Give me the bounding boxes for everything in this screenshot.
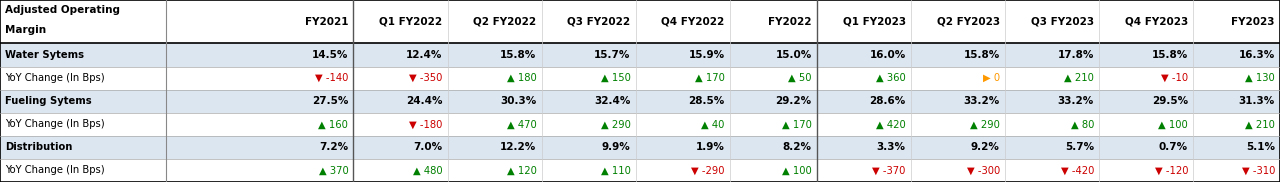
Text: ▲ 100: ▲ 100 — [1158, 119, 1188, 129]
Text: Q4 FY2022: Q4 FY2022 — [662, 17, 724, 27]
Text: 15.9%: 15.9% — [689, 50, 724, 60]
Text: FY2023: FY2023 — [1231, 17, 1275, 27]
Bar — [0, 67, 1280, 90]
Bar — [0, 136, 1280, 159]
Bar — [0, 0, 1280, 43]
Text: 5.7%: 5.7% — [1065, 142, 1094, 152]
Text: Water Sytems: Water Sytems — [5, 50, 84, 60]
Text: 30.3%: 30.3% — [500, 96, 536, 106]
Text: ▲ 210: ▲ 210 — [1245, 119, 1275, 129]
Text: 8.2%: 8.2% — [782, 142, 812, 152]
Text: ▼ -10: ▼ -10 — [1161, 73, 1188, 83]
Text: 17.8%: 17.8% — [1057, 50, 1094, 60]
Text: ▲ 290: ▲ 290 — [970, 119, 1000, 129]
Text: ▼ -120: ▼ -120 — [1155, 165, 1188, 175]
Text: YoY Change (In Bps): YoY Change (In Bps) — [5, 73, 105, 83]
Text: Margin: Margin — [5, 25, 46, 35]
Text: ▲ 110: ▲ 110 — [600, 165, 631, 175]
Text: ▲ 80: ▲ 80 — [1070, 119, 1094, 129]
Text: 33.2%: 33.2% — [964, 96, 1000, 106]
Text: 31.3%: 31.3% — [1239, 96, 1275, 106]
Text: 12.4%: 12.4% — [406, 50, 443, 60]
Text: ▼ -180: ▼ -180 — [410, 119, 443, 129]
Text: ▼ -370: ▼ -370 — [872, 165, 906, 175]
Text: 15.0%: 15.0% — [776, 50, 812, 60]
Text: ▲ 120: ▲ 120 — [507, 165, 536, 175]
Text: 14.5%: 14.5% — [312, 50, 348, 60]
Text: 33.2%: 33.2% — [1057, 96, 1094, 106]
Text: Adjusted Operating: Adjusted Operating — [5, 5, 120, 15]
Text: ▲ 480: ▲ 480 — [412, 165, 443, 175]
Text: ▼ -310: ▼ -310 — [1242, 165, 1275, 175]
Text: Distribution: Distribution — [5, 142, 73, 152]
Text: ▼ -350: ▼ -350 — [410, 73, 443, 83]
Text: 9.9%: 9.9% — [602, 142, 631, 152]
Text: 27.5%: 27.5% — [312, 96, 348, 106]
Text: ▲ 470: ▲ 470 — [507, 119, 536, 129]
Text: ▶ 0: ▶ 0 — [983, 73, 1000, 83]
Text: 7.2%: 7.2% — [319, 142, 348, 152]
Text: Q1 FY2023: Q1 FY2023 — [842, 17, 906, 27]
Text: Q3 FY2023: Q3 FY2023 — [1030, 17, 1094, 27]
Text: ▼ -140: ▼ -140 — [315, 73, 348, 83]
Text: Q2 FY2022: Q2 FY2022 — [474, 17, 536, 27]
Text: 15.8%: 15.8% — [500, 50, 536, 60]
Text: Q1 FY2022: Q1 FY2022 — [379, 17, 443, 27]
Text: FY2021: FY2021 — [305, 17, 348, 27]
Text: 28.6%: 28.6% — [869, 96, 906, 106]
Text: YoY Change (In Bps): YoY Change (In Bps) — [5, 119, 105, 129]
Text: ▲ 100: ▲ 100 — [782, 165, 812, 175]
Text: 0.7%: 0.7% — [1158, 142, 1188, 152]
Text: ▼ -290: ▼ -290 — [691, 165, 724, 175]
Text: 29.2%: 29.2% — [776, 96, 812, 106]
Text: 12.2%: 12.2% — [500, 142, 536, 152]
Text: ▲ 420: ▲ 420 — [876, 119, 906, 129]
Text: ▲ 170: ▲ 170 — [782, 119, 812, 129]
Text: Q4 FY2023: Q4 FY2023 — [1125, 17, 1188, 27]
Text: 7.0%: 7.0% — [413, 142, 443, 152]
Text: FY2022: FY2022 — [768, 17, 812, 27]
Text: ▲ 40: ▲ 40 — [701, 119, 724, 129]
Text: 15.7%: 15.7% — [594, 50, 631, 60]
Text: ▼ -420: ▼ -420 — [1061, 165, 1094, 175]
Text: 15.8%: 15.8% — [1152, 50, 1188, 60]
Text: 9.2%: 9.2% — [972, 142, 1000, 152]
Text: ▲ 160: ▲ 160 — [319, 119, 348, 129]
Text: ▲ 50: ▲ 50 — [788, 73, 812, 83]
Text: ▲ 370: ▲ 370 — [319, 165, 348, 175]
Text: 29.5%: 29.5% — [1152, 96, 1188, 106]
Text: ▲ 130: ▲ 130 — [1245, 73, 1275, 83]
Text: 5.1%: 5.1% — [1245, 142, 1275, 152]
Text: 16.0%: 16.0% — [869, 50, 906, 60]
Text: YoY Change (In Bps): YoY Change (In Bps) — [5, 165, 105, 175]
Text: 1.9%: 1.9% — [696, 142, 724, 152]
Text: 28.5%: 28.5% — [689, 96, 724, 106]
Text: 24.4%: 24.4% — [406, 96, 443, 106]
Text: 3.3%: 3.3% — [877, 142, 906, 152]
Text: ▲ 290: ▲ 290 — [600, 119, 631, 129]
Bar — [0, 113, 1280, 136]
Text: ▲ 360: ▲ 360 — [876, 73, 906, 83]
Bar — [0, 159, 1280, 182]
Text: 15.8%: 15.8% — [964, 50, 1000, 60]
Text: 16.3%: 16.3% — [1239, 50, 1275, 60]
Text: ▲ 180: ▲ 180 — [507, 73, 536, 83]
Text: ▲ 150: ▲ 150 — [600, 73, 631, 83]
Text: ▲ 210: ▲ 210 — [1064, 73, 1094, 83]
Text: 32.4%: 32.4% — [594, 96, 631, 106]
Text: Q3 FY2022: Q3 FY2022 — [567, 17, 631, 27]
Text: Q2 FY2023: Q2 FY2023 — [937, 17, 1000, 27]
Text: ▲ 170: ▲ 170 — [695, 73, 724, 83]
Bar — [0, 90, 1280, 113]
Text: ▼ -300: ▼ -300 — [966, 165, 1000, 175]
Text: Fueling Sytems: Fueling Sytems — [5, 96, 92, 106]
Bar — [0, 43, 1280, 67]
